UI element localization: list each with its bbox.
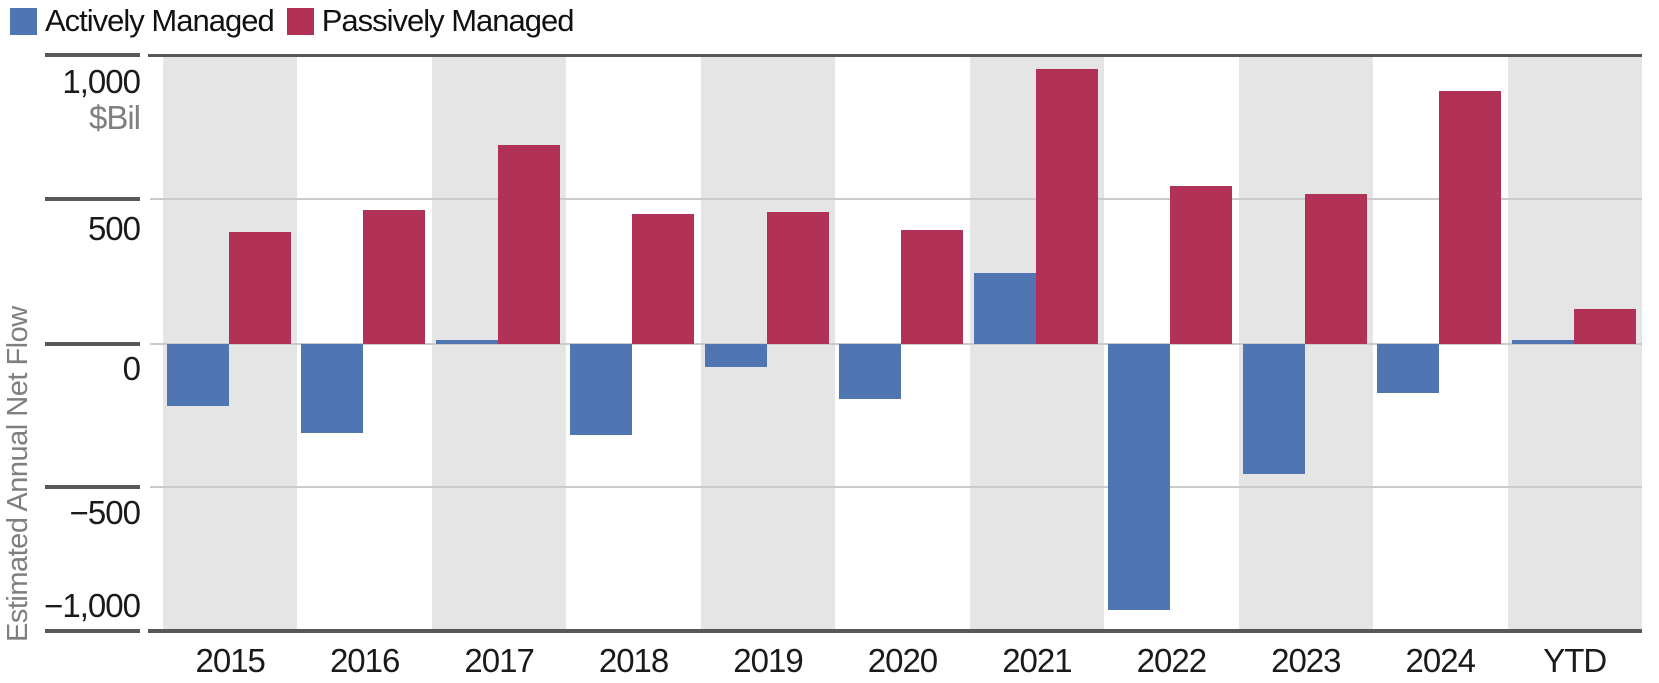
bar-passive-2016 xyxy=(363,210,426,344)
y-tick-label-500: 500 xyxy=(87,210,141,247)
bar-active-2018 xyxy=(570,344,633,435)
y-tick-label-neg500: −500 xyxy=(69,494,141,531)
plot-top-border xyxy=(148,54,1642,57)
legend-swatch-actively-managed xyxy=(10,7,37,35)
bar-passive-2015 xyxy=(229,231,291,344)
x-label-2016: 2016 xyxy=(329,642,400,679)
y-tick-label-0: 0 xyxy=(122,350,141,387)
x-label-2017: 2017 xyxy=(464,642,534,679)
bar-active-YTD xyxy=(1511,340,1574,344)
bar-passive-2023 xyxy=(1304,194,1367,344)
bar-active-2015 xyxy=(167,344,229,406)
x-label-2022: 2022 xyxy=(1136,642,1207,679)
x-label-2015: 2015 xyxy=(195,642,266,679)
bar-passive-2021 xyxy=(1035,68,1098,344)
bar-active-2017 xyxy=(435,340,498,344)
bar-active-2022 xyxy=(1108,344,1171,611)
bar-passive-YTD xyxy=(1573,309,1636,344)
bar-active-2021 xyxy=(973,273,1036,344)
y-tick-label-1000: 1,000 xyxy=(62,63,141,100)
x-label-2018: 2018 xyxy=(598,642,669,679)
legend-swatch-passively-managed xyxy=(286,7,314,35)
bar-passive-2022 xyxy=(1170,185,1233,344)
x-label-2019: 2019 xyxy=(733,642,803,679)
gridline-neg500 xyxy=(150,486,1642,488)
y-tick-mark-500 xyxy=(45,197,140,201)
y-tick-label-neg1000: −1,000 xyxy=(44,587,141,624)
x-label-2024: 2024 xyxy=(1405,642,1476,679)
y-tick-mark-neg1000 xyxy=(45,629,140,633)
bar-passive-2018 xyxy=(632,214,695,344)
x-label-2021: 2021 xyxy=(1002,642,1072,679)
y-tick-mark-1000 xyxy=(45,53,140,57)
bar-passive-2024 xyxy=(1439,90,1502,344)
x-label-2020: 2020 xyxy=(867,642,938,679)
legend-label-passively-managed: Passively Managed xyxy=(321,3,575,38)
bar-passive-2019 xyxy=(766,211,829,344)
y-axis-unit-label: $Bil xyxy=(88,99,141,136)
bar-passive-2020 xyxy=(901,230,964,344)
bar-passive-2017 xyxy=(497,145,560,344)
gridline-500 xyxy=(150,198,1642,200)
bar-active-2019 xyxy=(704,344,767,368)
plot-bottom-border xyxy=(148,629,1642,633)
bar-active-2020 xyxy=(839,344,902,399)
x-label-2023: 2023 xyxy=(1271,642,1341,679)
bar-active-2016 xyxy=(301,344,364,434)
legend-label-actively-managed: Actively Managed xyxy=(45,3,275,38)
y-tick-mark-0 xyxy=(45,342,140,346)
bar-active-2023 xyxy=(1242,344,1305,474)
bar-active-2024 xyxy=(1377,344,1440,393)
y-tick-mark-neg500 xyxy=(45,485,140,489)
legend: Actively Managed Passively Managed xyxy=(10,3,587,38)
x-label-YTD: YTD xyxy=(1543,642,1607,679)
